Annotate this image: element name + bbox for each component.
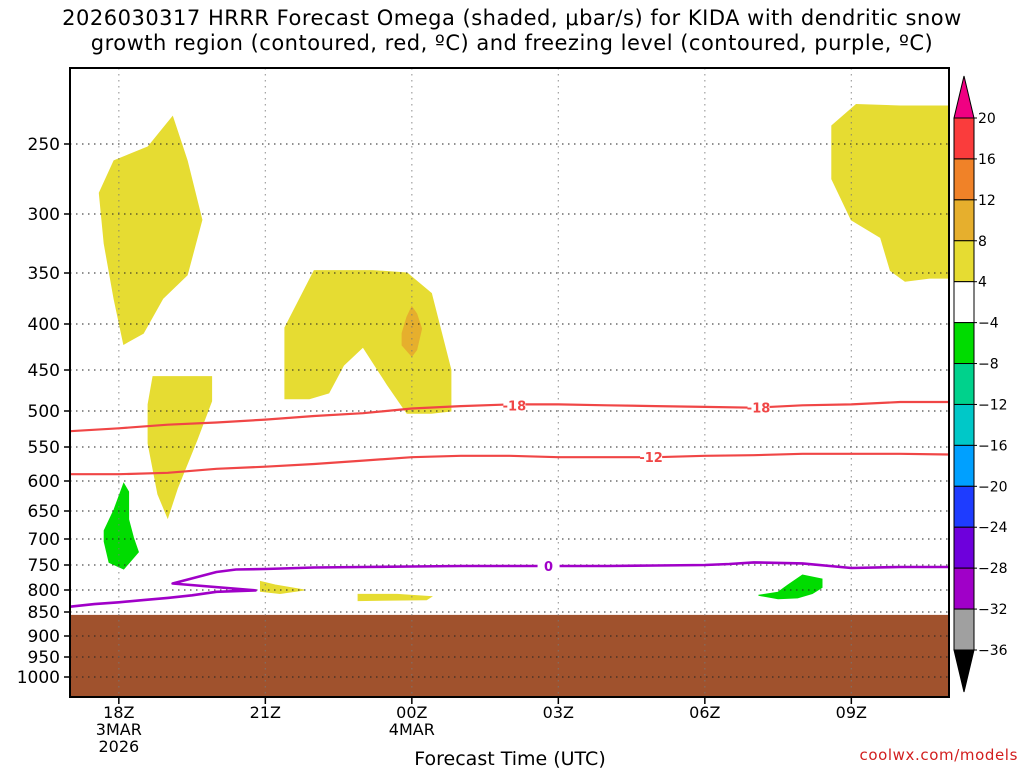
omega-region-3 xyxy=(284,270,452,414)
omega-shading-layer xyxy=(98,103,950,602)
omega-region-9 xyxy=(758,574,823,600)
colorbar-label-7: −8 xyxy=(978,357,999,373)
site-credit: coolwx.com/models xyxy=(859,746,1018,764)
omega-region-4 xyxy=(401,305,423,357)
omega-region-2 xyxy=(147,376,213,520)
x-tick-label-09Z-1: 09Z xyxy=(836,703,867,722)
y-tick-label-400: 400 xyxy=(28,315,60,335)
omega-region-1 xyxy=(98,115,203,345)
colorbar-label-12: −28 xyxy=(978,561,1008,577)
dgz-contour-1-label-bg-1 xyxy=(503,397,526,414)
x-tick-label-18Z-1: 18Z xyxy=(103,703,134,722)
colorbar-label-3: 12 xyxy=(978,193,996,209)
colorbar-swatch-13 xyxy=(953,608,975,651)
y-tick-label-600: 600 xyxy=(28,472,60,492)
x-tick-label-03Z-1: 03Z xyxy=(543,703,574,722)
colorbar-swatch-2 xyxy=(953,158,975,201)
dgz-contour-1-label-bg-2 xyxy=(747,399,770,416)
colorbar-swatch-8 xyxy=(953,403,975,446)
x-tick-label-00Z-1: 00Z xyxy=(396,703,427,722)
y-tick-label-850: 850 xyxy=(28,603,60,623)
x-tick-label-00Z-2: 4MAR xyxy=(389,720,435,739)
y-tick-label-550: 550 xyxy=(28,438,60,458)
freezing-level-contour-label-bg-1 xyxy=(537,558,560,574)
x-tick-label-18Z-3: 2026 xyxy=(98,737,139,756)
y-tick-label-500: 500 xyxy=(28,402,60,422)
colorbar-label-9: −16 xyxy=(978,438,1008,454)
dgz-contour-2 xyxy=(70,452,950,476)
omega-region-8 xyxy=(103,482,139,570)
colorbar-swatch-3 xyxy=(953,199,975,242)
plot-frame xyxy=(69,67,950,698)
dgz-contour-2-label-bg-1 xyxy=(640,449,663,466)
freezing-level-contour xyxy=(69,561,949,608)
colorbar-label-11: −24 xyxy=(978,520,1008,536)
omega-region-5 xyxy=(831,103,950,282)
chart-title-line2: growth region (contoured, red, ºC) and f… xyxy=(90,31,934,55)
y-tick-label-250: 250 xyxy=(28,135,60,155)
x-axis-label: Forecast Time (UTC) xyxy=(414,748,605,768)
colorbar-label-6: −4 xyxy=(978,316,999,332)
y-tick-label-900: 900 xyxy=(28,627,60,647)
colorbar-label-5: 4 xyxy=(978,275,987,291)
colorbar-swatch-1 xyxy=(953,117,975,160)
colorbar-swatch-12 xyxy=(953,567,975,610)
y-tick-label-750: 750 xyxy=(28,556,60,576)
dgz-contour-2-label-1: -12 xyxy=(639,451,663,466)
colorbar-under-arrow xyxy=(953,649,975,693)
dgz-contour-1-label-2: -18 xyxy=(747,402,771,417)
y-tick-label-700: 700 xyxy=(28,530,60,550)
grid-layer xyxy=(70,68,949,697)
colorbar-over-arrow xyxy=(953,75,975,119)
y-tick-label-350: 350 xyxy=(28,264,60,284)
colorbar: 20 16 12 8 4 −4 −8 −12 −16 −20 −24 −28 −32 −36 xyxy=(953,75,1008,693)
colorbar-label-14: −36 xyxy=(978,643,1008,659)
colorbar-label-13: −32 xyxy=(978,602,1008,618)
colorbar-label-1: 20 xyxy=(978,111,996,127)
omega-region-7 xyxy=(357,593,433,602)
y-tick-label-1000: 1000 xyxy=(17,668,60,688)
colorbar-swatch-5 xyxy=(953,281,975,324)
colorbar-label-10: −20 xyxy=(978,479,1008,495)
colorbar-swatch-6 xyxy=(953,322,975,365)
dgz-contour-1-label-1: -18 xyxy=(503,399,527,414)
x-tick-label-06Z-1: 06Z xyxy=(689,703,720,722)
colorbar-swatch-11 xyxy=(953,526,975,569)
colorbar-swatch-10 xyxy=(953,485,975,528)
colorbar-label-2: 16 xyxy=(978,152,996,168)
chart-title: 2026030317 HRRR Forecast Omega (shaded, … xyxy=(0,6,1024,56)
freezing-level-contour-label-1: 0 xyxy=(544,560,553,575)
colorbar-swatch-7 xyxy=(953,363,975,405)
colorbar-label-8: −12 xyxy=(978,397,1008,413)
x-tick-label-21Z-1: 21Z xyxy=(250,703,281,722)
y-tick-label-450: 450 xyxy=(28,361,60,381)
chart-title-line1: 2026030317 HRRR Forecast Omega (shaded, … xyxy=(62,6,962,30)
x-tick-label-18Z-2: 3MAR xyxy=(96,720,142,739)
y-tick-label-650: 650 xyxy=(28,502,60,522)
contour-layer: -18 -18 -12 0 xyxy=(69,397,950,608)
colorbar-label-4: 8 xyxy=(978,234,987,250)
omega-region-6 xyxy=(260,580,305,595)
y-tick-label-800: 800 xyxy=(28,581,60,601)
y-tick-label-950: 950 xyxy=(28,648,60,668)
colorbar-swatch-4 xyxy=(953,240,975,283)
colorbar-swatch-9 xyxy=(953,444,975,487)
ground-terrain xyxy=(70,614,949,697)
y-tick-label-300: 300 xyxy=(28,205,60,225)
